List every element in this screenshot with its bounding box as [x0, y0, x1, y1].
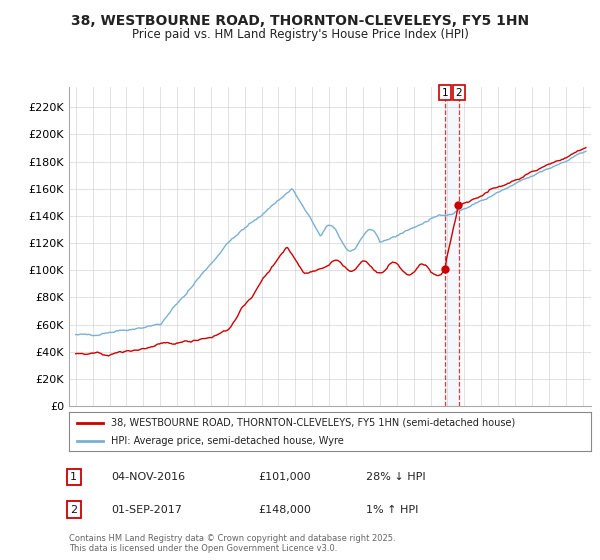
Text: 1% ↑ HPI: 1% ↑ HPI [366, 505, 418, 515]
Text: 1: 1 [70, 472, 77, 482]
Text: 01-SEP-2017: 01-SEP-2017 [111, 505, 182, 515]
Text: 28% ↓ HPI: 28% ↓ HPI [366, 472, 425, 482]
Text: Price paid vs. HM Land Registry's House Price Index (HPI): Price paid vs. HM Land Registry's House … [131, 28, 469, 41]
Text: £148,000: £148,000 [258, 505, 311, 515]
Text: 38, WESTBOURNE ROAD, THORNTON-CLEVELEYS, FY5 1HN: 38, WESTBOURNE ROAD, THORNTON-CLEVELEYS,… [71, 14, 529, 28]
Text: 38, WESTBOURNE ROAD, THORNTON-CLEVELEYS, FY5 1HN (semi-detached house): 38, WESTBOURNE ROAD, THORNTON-CLEVELEYS,… [111, 418, 515, 428]
Text: 1: 1 [442, 88, 448, 97]
Text: £101,000: £101,000 [258, 472, 311, 482]
Text: 04-NOV-2016: 04-NOV-2016 [111, 472, 185, 482]
Text: 2: 2 [455, 88, 462, 97]
Text: HPI: Average price, semi-detached house, Wyre: HPI: Average price, semi-detached house,… [111, 436, 344, 446]
Text: 2: 2 [70, 505, 77, 515]
Text: Contains HM Land Registry data © Crown copyright and database right 2025.
This d: Contains HM Land Registry data © Crown c… [69, 534, 395, 553]
Bar [445, 87, 459, 406]
